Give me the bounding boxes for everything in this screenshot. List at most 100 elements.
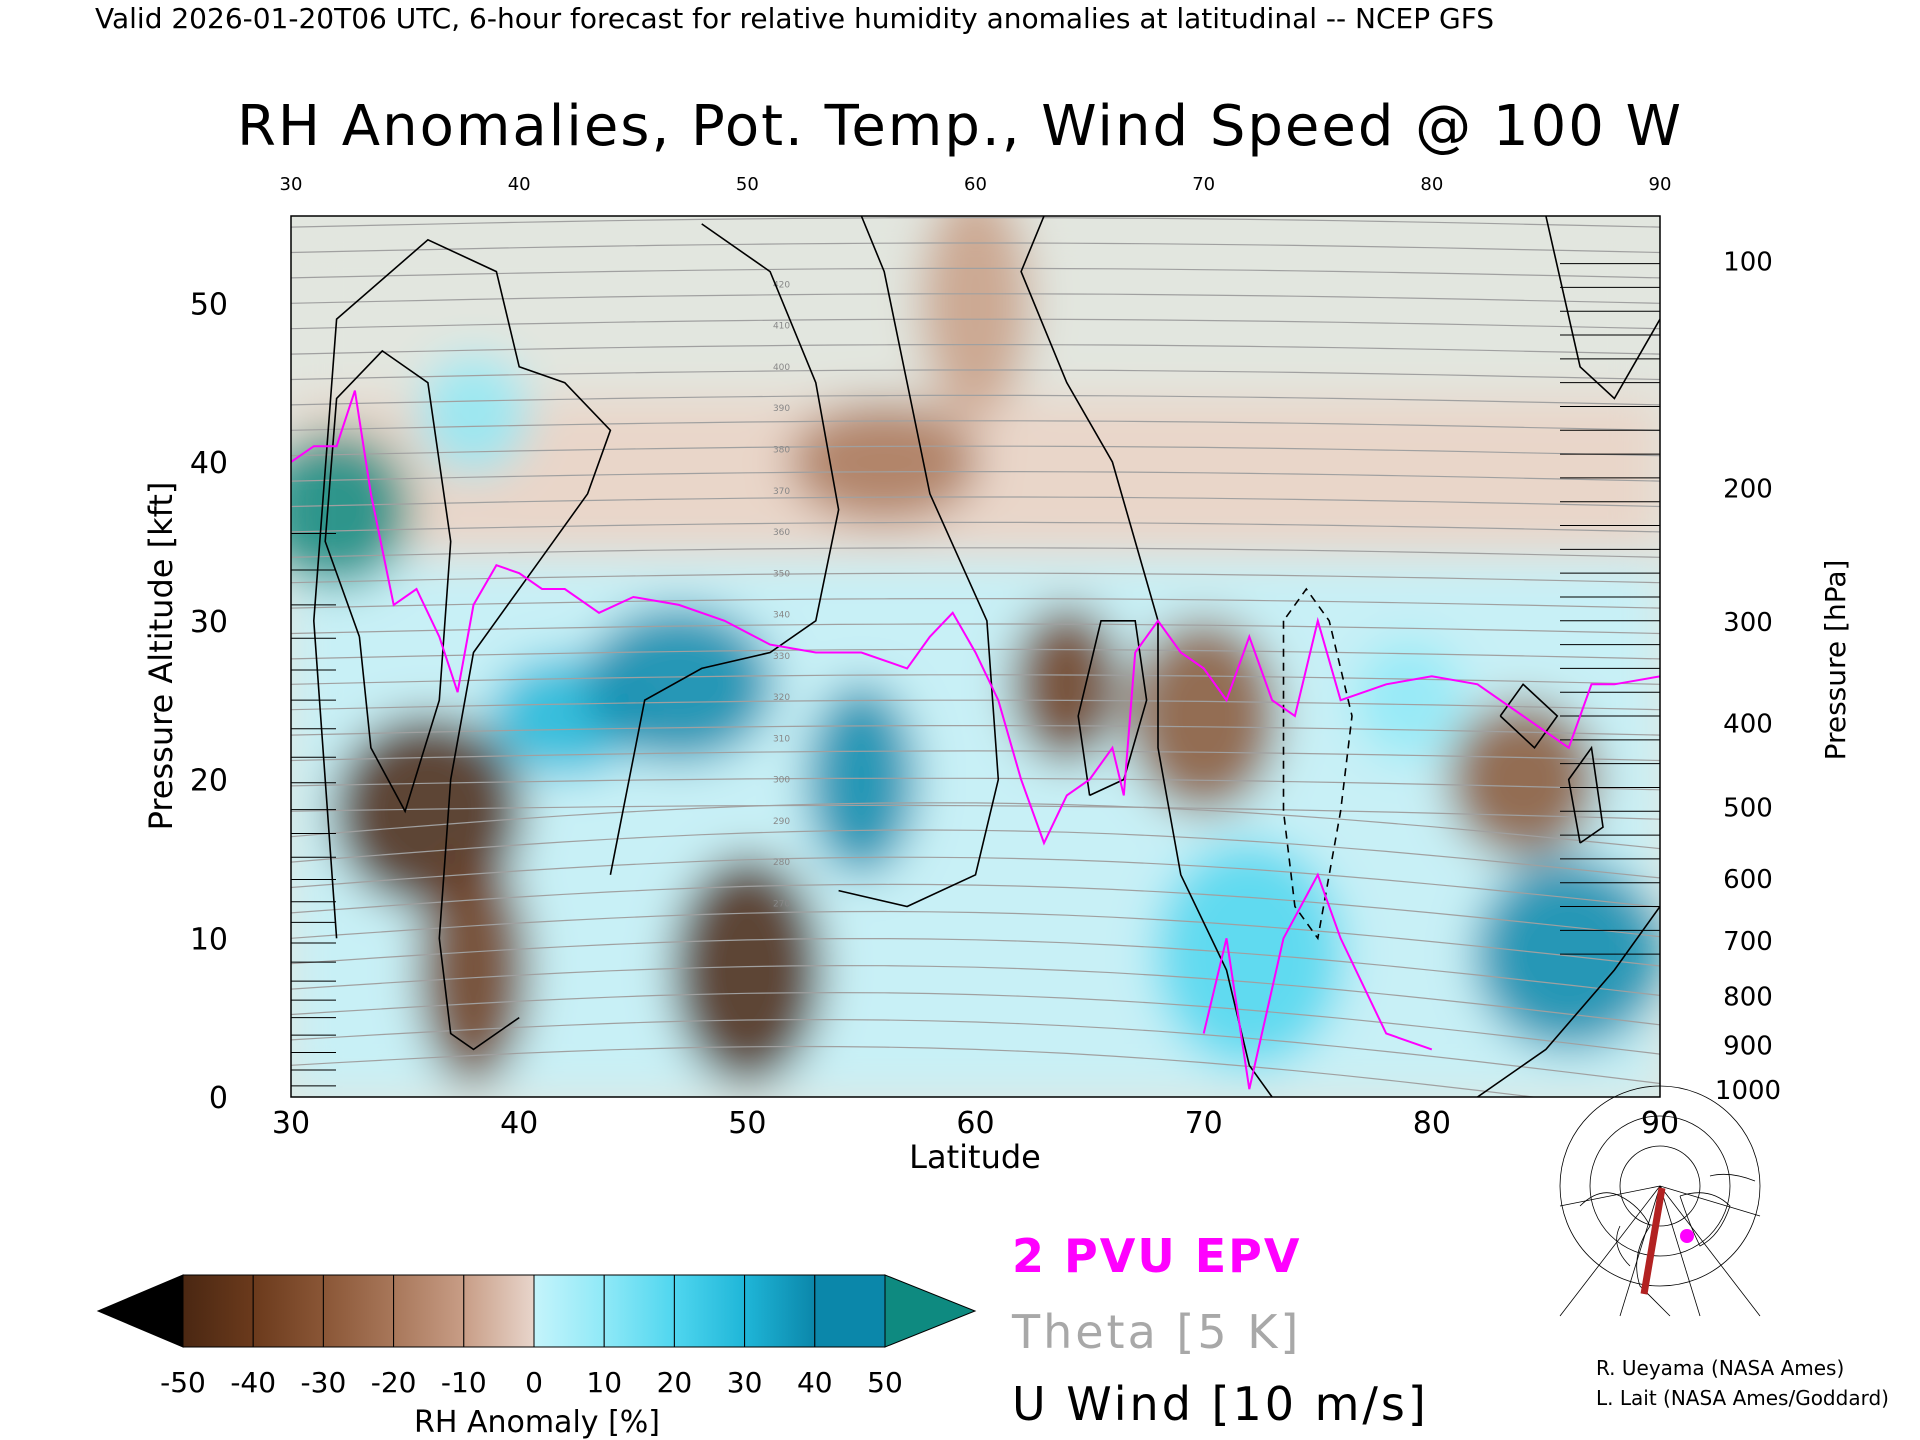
credit-line-2: L. Lait (NASA Ames/Goddard) [1596, 1386, 1889, 1410]
colorbar-segment [322, 1274, 395, 1348]
rh-anomaly-field [291, 216, 1660, 1097]
x-top-tick-label: 70 [1192, 174, 1215, 195]
y-tick-label: 30 [190, 605, 228, 640]
theta-line [291, 318, 1660, 330]
theta-line [291, 547, 1660, 558]
theta-line [291, 938, 1660, 996]
rh-anomaly-blob [418, 856, 529, 1085]
y-axis-label: Pressure Altitude [kft] [142, 482, 180, 831]
theta-line [291, 674, 1660, 685]
theta-line [291, 217, 1660, 228]
x-tick-label: 60 [956, 1106, 994, 1141]
u-wind-contour [609, 223, 840, 875]
theta-line [291, 394, 1660, 406]
locator-map [1559, 1085, 1761, 1317]
theta-line [291, 369, 1660, 381]
pressure-tick-label: 1000 [1715, 1076, 1781, 1106]
theta-line [291, 802, 1660, 850]
rh-anomaly-blob [418, 354, 529, 475]
theta-line [291, 991, 1660, 1055]
colorbar-segment [252, 1274, 324, 1348]
theta-contour-label: 360 [773, 528, 790, 538]
theta-line [291, 598, 1660, 609]
theta-contour-label: 340 [773, 611, 790, 621]
x-axis-ticks-top: 30 40 50 60 70 80 90 [280, 174, 1672, 195]
x-tick-label: 90 [1641, 1106, 1679, 1141]
theta-contour-label: 420 [773, 280, 790, 290]
y-tick-label: 20 [190, 764, 228, 799]
u-wind-contour [838, 216, 1000, 908]
pressure-tick-label: 100 [1723, 247, 1773, 277]
theta-contour-label: 310 [773, 734, 790, 744]
theta-contour-label: 320 [773, 693, 790, 703]
theta-contour-label: 390 [773, 404, 790, 414]
colorbar-over-arrow [884, 1274, 977, 1348]
x-top-tick-label: 40 [508, 174, 531, 195]
u-wind-contour [312, 238, 612, 1051]
colorbar-label: RH Anomaly [%] [414, 1405, 660, 1440]
theta-line [291, 267, 1660, 279]
theta-line [291, 725, 1660, 736]
y-tick-label: 40 [190, 446, 228, 481]
pressure-tick-label: 400 [1723, 709, 1773, 739]
x-tick-label: 30 [272, 1106, 310, 1141]
theta-line [291, 829, 1660, 879]
rh-anomaly-blob [583, 606, 774, 763]
u-wind-contour [1077, 620, 1148, 797]
colorbar-segment [393, 1274, 465, 1348]
legend-wind: U Wind [10 m/s] [1012, 1377, 1429, 1431]
theta-line [291, 572, 1660, 584]
pressure-tick-label: 600 [1723, 865, 1773, 895]
x-top-tick-label: 80 [1420, 174, 1443, 195]
x-axis-label: Latitude [909, 1138, 1041, 1176]
theta-line [291, 1045, 1538, 1097]
pressure-tick-label: 800 [1723, 982, 1773, 1012]
rh-anomaly-blob [920, 216, 1031, 418]
theta-contour-label: 300 [773, 776, 790, 786]
theta-line [291, 699, 1660, 711]
theta-contour-label: 410 [773, 322, 790, 332]
colorbar-tick-label: 30 [727, 1366, 763, 1399]
theta-line [291, 648, 1660, 660]
theta-contour-label: 350 [773, 569, 790, 579]
colorbar-tick-label: 50 [867, 1366, 903, 1399]
u-wind-contour [324, 349, 452, 814]
cross-section-line [1640, 1187, 1666, 1295]
pressure-tick-label: 200 [1723, 474, 1773, 504]
colorbar-segment [744, 1274, 816, 1348]
colorbar-tick-label: 0 [525, 1366, 543, 1399]
location-marker [1680, 1229, 1694, 1243]
epv-2pvu-line [291, 390, 1660, 846]
x-top-tick-label: 50 [736, 174, 759, 195]
y-axis-ticks-left: 0 10 20 30 40 50 [190, 287, 228, 1116]
colorbar-segment [814, 1274, 886, 1348]
y-tick-label: 50 [190, 287, 228, 322]
theta-line [291, 804, 1660, 820]
x-top-tick-label: 30 [280, 174, 303, 195]
theta-contour-label: 270 [773, 900, 790, 910]
theta-line [291, 420, 1660, 431]
theta-contour-label: 290 [773, 817, 790, 827]
u-wind-contour [1477, 906, 1660, 1097]
theta-contours: 420 410 400 390 380 370 360 350 340 330 320 310 300 2… [291, 217, 1660, 1097]
theta-line [291, 344, 1660, 355]
colorbar-tick-label: -20 [371, 1366, 417, 1399]
theta-line [291, 910, 1660, 967]
colorbar: -50 -40 -30 -20 -10 0 10 20 30 40 50 [96, 1274, 977, 1399]
colorbar-segment [463, 1274, 535, 1348]
colorbar-tick-label: 20 [657, 1366, 693, 1399]
theta-line [291, 471, 1660, 482]
theta-contour-label: 400 [773, 363, 790, 373]
rh-anomaly-blob [1448, 701, 1599, 858]
rh-anomaly-blob [789, 402, 980, 523]
u-wind-contour [1499, 683, 1559, 750]
colorbar-tick-label: -40 [230, 1366, 276, 1399]
legend-epv: 2 PVU EPV [1012, 1229, 1301, 1283]
plot-frame [290, 215, 1661, 1098]
colorbar-tick-label: -10 [441, 1366, 487, 1399]
colorbar-under-arrow [96, 1274, 184, 1348]
theta-line [291, 964, 1660, 1026]
rh-anomaly-blob [806, 683, 917, 876]
y-tick-label: 0 [209, 1081, 228, 1116]
